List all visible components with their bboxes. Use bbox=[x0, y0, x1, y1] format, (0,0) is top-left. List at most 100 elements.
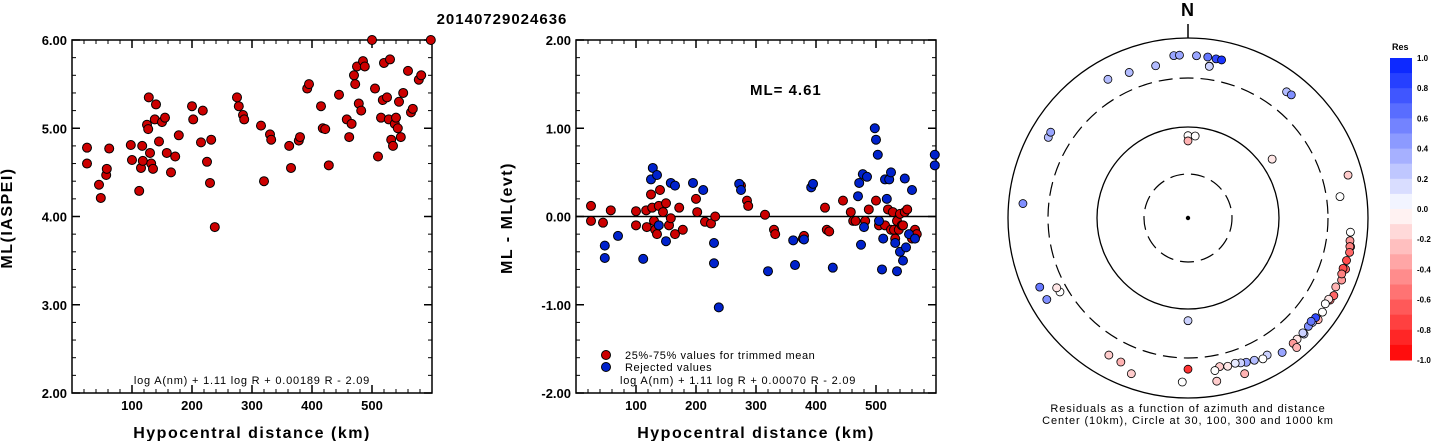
colorbar-cell bbox=[1390, 133, 1412, 150]
polar-point bbox=[1204, 61, 1214, 71]
colorbar-tick-label: -0.2 bbox=[1417, 235, 1431, 244]
left-xtick-label: 200 bbox=[181, 398, 203, 413]
polar-point bbox=[1331, 282, 1341, 292]
colorbar-tick-label: 0.4 bbox=[1417, 145, 1429, 154]
middle-point-s1 bbox=[688, 177, 698, 188]
middle-point-s1 bbox=[661, 236, 671, 247]
colorbar-cell bbox=[1390, 148, 1412, 165]
left-ytick-label: 6.00 bbox=[42, 33, 67, 48]
middle-point-s0 bbox=[743, 200, 754, 211]
left-point-s0 bbox=[425, 35, 436, 45]
panel-ml-residual: ML - ML(evt) Hypocentral distance (km) M… bbox=[499, 33, 940, 441]
polar-point bbox=[1046, 127, 1056, 137]
left-point-s0 bbox=[286, 162, 296, 173]
middle-point-s0 bbox=[838, 195, 848, 206]
polar-point bbox=[1345, 247, 1354, 257]
middle-point-s1 bbox=[638, 253, 649, 264]
left-xtick-label: 300 bbox=[241, 398, 263, 413]
colorbar-cell bbox=[1390, 329, 1412, 346]
left-point-s0 bbox=[137, 140, 148, 151]
left-point-s0 bbox=[143, 124, 154, 135]
colorbar-cell bbox=[1390, 58, 1412, 74]
x-axis-label-middle: Hypocentral distance (km) bbox=[637, 425, 875, 441]
middle-ytick-label: -2.00 bbox=[541, 386, 571, 401]
middle-point-s1 bbox=[907, 185, 917, 196]
polar-point bbox=[1177, 377, 1187, 387]
middle-point-s1 bbox=[799, 234, 809, 245]
left-point-s0 bbox=[392, 123, 403, 134]
left-ytick-label: 3.00 bbox=[42, 298, 67, 313]
middle-point-s1 bbox=[790, 260, 800, 271]
panel-azimuth-residuals: N Residuals as a function of azimuth and… bbox=[1007, 0, 1369, 427]
x-axis-label-left: Hypocentral distance (km) bbox=[133, 425, 371, 441]
middle-point-s0 bbox=[674, 202, 685, 213]
colorbar-cell bbox=[1390, 209, 1412, 225]
middle-point-s0 bbox=[631, 220, 641, 231]
middle-point-s1 bbox=[872, 149, 883, 160]
left-ytick-label: 2.00 bbox=[42, 386, 67, 401]
left-point-s0 bbox=[161, 147, 172, 158]
middle-point-s1 bbox=[827, 262, 838, 273]
middle-point-s0 bbox=[824, 226, 835, 237]
left-point-s0 bbox=[233, 101, 244, 112]
polar-caption-line2: Center (10km), Circle at 30, 100, 300 an… bbox=[1042, 415, 1334, 427]
middle-point-s0 bbox=[710, 211, 721, 222]
polar-point bbox=[1306, 316, 1316, 326]
middle-point-s1 bbox=[862, 171, 872, 182]
middle-point-s0 bbox=[677, 224, 688, 235]
ring-30km bbox=[1143, 173, 1233, 263]
middle-point-s1 bbox=[853, 191, 863, 202]
polar-point bbox=[1292, 343, 1302, 352]
middle-point-s0 bbox=[850, 215, 861, 226]
middle-point-s1 bbox=[709, 237, 719, 248]
left-point-s0 bbox=[416, 70, 427, 81]
middle-point-s1 bbox=[713, 302, 724, 313]
north-label: N bbox=[1181, 0, 1195, 20]
polar-point bbox=[1183, 364, 1193, 374]
colorbar: Res 1.0 0.8 0.6 0.4 0.2 0.0 -0.2 -0.4 -0.6 -0.8 -1… bbox=[1390, 42, 1431, 365]
middle-point-s0 bbox=[631, 206, 641, 217]
colorbar-title: Res bbox=[1392, 42, 1409, 52]
middle-point-s1 bbox=[890, 237, 901, 248]
polar-point bbox=[1277, 348, 1287, 357]
polar-point bbox=[1298, 328, 1308, 338]
left-point-s0 bbox=[151, 99, 161, 110]
polar-point bbox=[1103, 74, 1113, 84]
middle-point-s0 bbox=[646, 189, 656, 200]
middle-point-s1 bbox=[599, 240, 610, 251]
middle-point-s0 bbox=[692, 207, 703, 218]
middle-point-s0 bbox=[691, 193, 701, 204]
left-point-s0 bbox=[350, 79, 361, 90]
left-point-s0 bbox=[394, 96, 404, 107]
polar-point bbox=[1267, 154, 1277, 164]
middle-ytick-label: 2.00 bbox=[546, 33, 571, 48]
left-point-s0 bbox=[344, 132, 355, 143]
middle-point-s1 bbox=[898, 255, 908, 266]
left-point-s0 bbox=[385, 54, 395, 65]
left-point-s0 bbox=[403, 65, 413, 76]
colorbar-tick-label: -1.0 bbox=[1417, 356, 1431, 365]
polar-point bbox=[1104, 350, 1114, 360]
left-point-s0 bbox=[266, 134, 277, 145]
left-point-s0 bbox=[94, 179, 104, 190]
middle-point-s1 bbox=[698, 185, 709, 196]
middle-point-s1 bbox=[892, 266, 902, 277]
left-point-s0 bbox=[316, 101, 326, 112]
middle-xtick-label: 500 bbox=[865, 398, 887, 413]
middle-point-s0 bbox=[586, 200, 596, 211]
middle-point-s0 bbox=[641, 222, 652, 233]
polar-point bbox=[1203, 52, 1213, 62]
middle-point-s0 bbox=[670, 229, 680, 240]
middle-point-s1 bbox=[763, 266, 773, 277]
left-point-s0 bbox=[398, 87, 409, 98]
formula-left: log A(nm) + 1.11 log R + 0.00189 R - 2.0… bbox=[134, 375, 370, 387]
left-ytick-label: 5.00 bbox=[42, 121, 67, 136]
middle-point-s0 bbox=[586, 215, 596, 226]
middle-point-s1 bbox=[599, 252, 610, 263]
colorbar-cell bbox=[1390, 314, 1412, 331]
left-point-s0 bbox=[304, 79, 314, 90]
polar-point bbox=[1318, 307, 1327, 317]
polar-point bbox=[1042, 295, 1052, 304]
left-point-s0 bbox=[346, 118, 357, 129]
